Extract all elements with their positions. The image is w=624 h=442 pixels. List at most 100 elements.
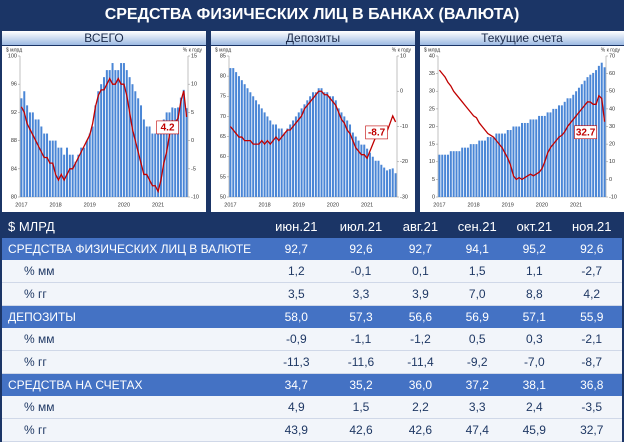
y-tick-label: 20: [429, 124, 435, 130]
chart-title: Текущие счета: [481, 31, 563, 45]
bar: [88, 133, 91, 197]
row-label: ДЕПОЗИТЫ: [2, 305, 264, 328]
bar: [360, 144, 363, 197]
bar: [309, 96, 312, 197]
bar: [549, 112, 552, 197]
table-row: СРЕДСТВА НА СЧЕТАХ 34,7 35,2 36,0 37,2 38,1 36…: [2, 373, 622, 396]
cell: 95,2: [507, 238, 562, 260]
bar: [60, 147, 63, 197]
header-row: $ МЛРД июн.21 июл.21 авг.21 сен.21 окт.21 ноя.…: [2, 214, 622, 238]
bar: [292, 120, 295, 197]
cell: 0,5: [447, 328, 508, 351]
bar: [603, 67, 606, 197]
bar: [523, 122, 526, 197]
bar: [343, 116, 346, 197]
x-tick-label: 2018: [258, 202, 270, 208]
y2-tick-label: 15: [191, 53, 197, 59]
bar: [280, 128, 283, 197]
bar: [266, 116, 269, 197]
bar: [94, 105, 97, 197]
annotation-box: [574, 125, 597, 140]
cell: -9,2: [447, 350, 508, 374]
x-tick-label: 2017: [433, 202, 445, 208]
header-cell: $ МЛРД: [2, 214, 264, 238]
bar: [512, 126, 515, 197]
bar: [269, 120, 272, 197]
bar: [566, 98, 569, 197]
bar: [306, 100, 309, 197]
bar: [297, 112, 300, 197]
bar: [97, 91, 100, 197]
bar: [91, 126, 94, 197]
bar: [380, 164, 383, 197]
cell: 7,0: [447, 282, 508, 306]
bar: [37, 119, 40, 197]
bar: [469, 144, 472, 197]
cell: -1,1: [328, 328, 394, 351]
bar: [363, 144, 366, 197]
bar: [57, 147, 60, 197]
bar: [492, 137, 495, 197]
y-tick-label: 55: [220, 174, 226, 180]
bar: [383, 167, 386, 197]
cell: 0,3: [507, 328, 562, 351]
bar: [48, 140, 51, 197]
cell: 35,2: [328, 373, 394, 396]
y-tick-label: 60: [220, 154, 226, 160]
charts: ВСЕГО$ млрд% к году8084889296100-10-5051…: [2, 31, 624, 212]
bar: [85, 140, 88, 197]
bar: [438, 154, 441, 197]
header-cell: июл.21: [328, 214, 394, 238]
cell: 45,9: [507, 418, 562, 442]
cell: 2,4: [507, 396, 562, 419]
bar: [515, 126, 518, 197]
bar: [177, 107, 180, 197]
bar: [140, 105, 143, 197]
y-tick-label: 96: [11, 82, 17, 88]
x-tick-label: 2021: [570, 202, 582, 208]
cell: 4,2: [561, 282, 622, 306]
bar: [323, 92, 326, 197]
chart-title: Депозиты: [286, 31, 340, 45]
cell: -11,3: [264, 350, 329, 374]
table-row: % мм 4,9 1,5 2,2 3,3 2,4 -3,5: [2, 396, 622, 419]
y-tick-label: 100: [8, 53, 17, 59]
cell: 3,5: [264, 282, 329, 306]
annotation-box: [365, 125, 388, 140]
bar: [303, 104, 306, 197]
bar: [77, 154, 80, 197]
bar: [377, 160, 380, 197]
x-tick-label: 2018: [49, 202, 61, 208]
bar: [518, 126, 521, 197]
bar: [182, 89, 185, 197]
bar: [597, 65, 600, 197]
cell: 1,2: [264, 260, 329, 283]
cell: 92,7: [393, 238, 448, 260]
header-cell: июн.21: [264, 214, 329, 238]
y-tick-label: 92: [11, 110, 17, 116]
cell: 55,9: [561, 305, 622, 328]
cell: 92,6: [561, 238, 622, 260]
bar: [20, 98, 23, 197]
cell: 1,5: [447, 260, 508, 283]
bar: [28, 112, 31, 197]
bar: [391, 168, 394, 197]
bar: [154, 133, 157, 197]
bar: [600, 62, 603, 198]
bar: [142, 119, 145, 197]
bar: [503, 133, 506, 197]
bar: [114, 70, 117, 197]
bar: [120, 63, 123, 197]
bar: [466, 147, 469, 197]
cell: 3,3: [447, 396, 508, 419]
y-tick-label: 75: [220, 94, 226, 100]
cell: -2,7: [561, 260, 622, 283]
cell: 8,8: [507, 282, 562, 306]
bar: [532, 119, 535, 197]
bar: [162, 119, 165, 197]
bar: [283, 132, 286, 197]
y-tick-label: 65: [220, 134, 226, 140]
x-tick-label: 2017: [15, 202, 27, 208]
bar: [108, 70, 111, 197]
bar: [128, 77, 131, 197]
